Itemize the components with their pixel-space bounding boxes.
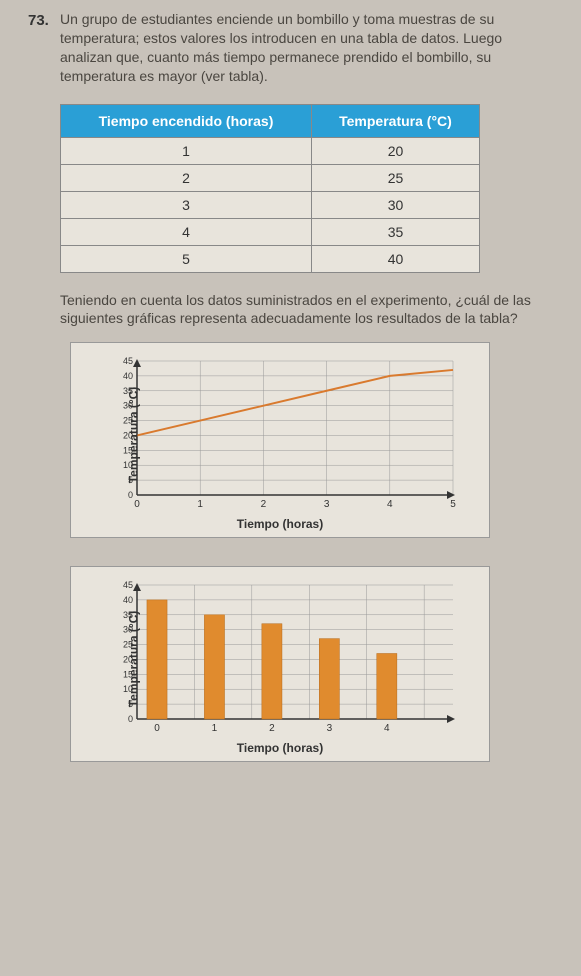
svg-text:4: 4 [387, 499, 393, 510]
svg-text:2: 2 [269, 723, 275, 734]
table-cell: 25 [311, 164, 479, 191]
table-cell: 4 [61, 218, 312, 245]
svg-text:0: 0 [128, 714, 133, 724]
chart-a-area: 051015202530354045012345 Temperatura (°C… [103, 355, 463, 515]
table-cell: 40 [311, 245, 479, 272]
table-row: 330 [61, 191, 480, 218]
svg-text:5: 5 [450, 499, 456, 510]
chart-a-ylabel: Temperatura (°C) [126, 387, 140, 484]
chart-a-xlabel: Tiempo (horas) [83, 517, 477, 531]
svg-text:3: 3 [324, 499, 330, 510]
svg-text:1: 1 [197, 499, 203, 510]
chart-b-area: 05101520253035404501234 Temperatura (°C) [103, 579, 463, 739]
svg-text:0: 0 [134, 499, 140, 510]
table-cell: 20 [311, 137, 479, 164]
svg-text:40: 40 [123, 595, 133, 605]
chart-a-svg: 051015202530354045012345 [103, 355, 463, 515]
svg-text:40: 40 [123, 371, 133, 381]
table-row: 120 [61, 137, 480, 164]
table-cell: 2 [61, 164, 312, 191]
table-row: 540 [61, 245, 480, 272]
svg-text:0: 0 [128, 490, 133, 500]
table-cell: 5 [61, 245, 312, 272]
svg-text:45: 45 [123, 356, 133, 366]
th-temp: Temperatura (°C) [311, 104, 479, 137]
question-subtext: Teniendo en cuenta los datos suministrad… [60, 291, 551, 329]
table-cell: 35 [311, 218, 479, 245]
svg-text:45: 45 [123, 580, 133, 590]
chart-b-xlabel: Tiempo (horas) [83, 741, 477, 755]
data-table: Tiempo encendido (horas) Temperatura (°C… [60, 104, 480, 273]
table-cell: 30 [311, 191, 479, 218]
table-row: 435 [61, 218, 480, 245]
table-cell: 1 [61, 137, 312, 164]
svg-text:4: 4 [384, 723, 390, 734]
svg-text:0: 0 [154, 723, 160, 734]
chart-b-box: 05101520253035404501234 Temperatura (°C)… [70, 566, 490, 762]
th-time: Tiempo encendido (horas) [61, 104, 312, 137]
question-text: Un grupo de estudiantes enciende un bomb… [60, 10, 551, 86]
chart-a-box: 051015202530354045012345 Temperatura (°C… [70, 342, 490, 538]
svg-text:2: 2 [261, 499, 267, 510]
svg-text:3: 3 [327, 723, 333, 734]
chart-b-ylabel: Temperatura (°C) [126, 611, 140, 708]
chart-b-svg: 05101520253035404501234 [103, 579, 463, 739]
table-row: 225 [61, 164, 480, 191]
question-number: 73. [28, 12, 49, 29]
table-cell: 3 [61, 191, 312, 218]
svg-text:1: 1 [212, 723, 218, 734]
